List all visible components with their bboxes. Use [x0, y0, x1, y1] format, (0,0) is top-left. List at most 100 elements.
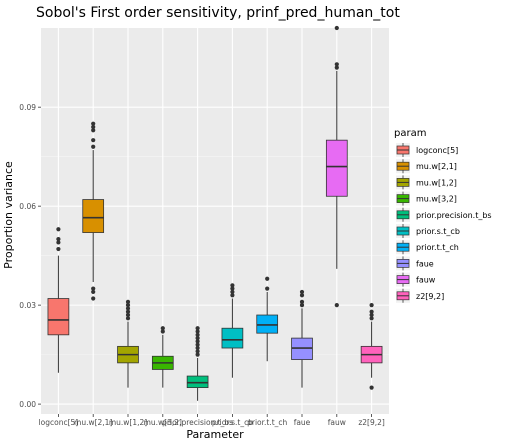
iqr-box	[256, 314, 279, 334]
x-tick-label: prior.precision.t_bs	[162, 418, 233, 427]
legend-label: prior.precision.t_bs	[416, 211, 492, 220]
legend-item: mu.w[3,2]	[396, 191, 457, 206]
box-10	[360, 303, 383, 390]
legend-label: prior.s.t_cb	[416, 227, 460, 236]
x-tick-label: fauw	[328, 418, 346, 427]
x-tick-label: mu.w[3,2]	[144, 418, 182, 427]
iqr-box	[221, 327, 244, 349]
iqr-box	[82, 199, 105, 233]
outlier-point	[195, 326, 200, 331]
legend-item: logconc[5]	[396, 143, 458, 157]
outlier-point	[195, 349, 200, 354]
outlier-point	[195, 345, 200, 351]
outlier-point	[195, 332, 200, 337]
legend-label: z2[9,2]	[416, 292, 444, 301]
outlier-point	[56, 227, 61, 232]
legend-label: mu.w[3,2]	[416, 195, 457, 204]
y-axis-title: Proportion variance	[2, 161, 15, 269]
legend-item: mu.w[2,1]	[396, 159, 457, 174]
outlier-point	[334, 65, 339, 70]
legend-label: fauw	[416, 276, 436, 285]
outlier-point	[91, 124, 96, 130]
box-9	[325, 25, 348, 308]
outlier-point	[265, 286, 270, 291]
iqr-box	[47, 298, 70, 336]
x-tick-label: prior.t.t_ch	[247, 418, 287, 427]
box-5	[186, 326, 209, 401]
legend: param logconc[5] mu.w[2,1] mu.w[1,2] mu.w[3…	[394, 128, 492, 303]
outlier-point	[195, 339, 200, 344]
outlier-point	[91, 121, 96, 126]
box-3	[117, 299, 139, 388]
outlier-point	[56, 237, 61, 242]
box-4	[151, 326, 174, 388]
box-6	[221, 283, 244, 378]
x-axis-title: Parameter	[186, 428, 244, 441]
outlier-point	[195, 342, 200, 347]
boxes-layer	[47, 25, 383, 401]
y-tick-label: 0.00	[19, 400, 36, 409]
outlier-point	[334, 25, 339, 31]
outlier-point	[230, 286, 235, 291]
y-tick-label: 0.09	[19, 103, 36, 112]
outlier-point	[91, 144, 96, 149]
legend-item: faue	[396, 256, 434, 271]
x-tick-label: mu.w[2,1]	[74, 418, 112, 427]
outlier-point	[91, 296, 96, 301]
outlier-point	[299, 299, 305, 304]
legend-title: param	[394, 128, 426, 139]
outlier-point	[125, 299, 131, 304]
outlier-point	[195, 329, 200, 334]
legend-label: faue	[416, 259, 434, 268]
legend-item: mu.w[1,2]	[396, 175, 457, 190]
outlier-point	[369, 309, 374, 314]
legend-label: logconc[5]	[416, 146, 458, 155]
box-7	[256, 276, 279, 362]
outlier-point	[160, 329, 165, 334]
outlier-point	[334, 303, 339, 308]
outlier-point	[299, 293, 305, 298]
outlier-point	[91, 128, 96, 133]
outlier-point	[91, 289, 96, 295]
outlier-point	[125, 303, 131, 308]
outlier-point	[230, 293, 235, 298]
box-2	[82, 121, 105, 301]
outlier-point	[125, 312, 131, 318]
outlier-point	[334, 62, 339, 67]
outlier-point	[299, 303, 305, 308]
legend-item: prior.precision.t_bs	[396, 207, 492, 222]
legend-label: mu.w[2,1]	[416, 162, 457, 171]
outlier-point	[230, 283, 235, 288]
legend-item: prior.s.t_cb	[396, 224, 460, 238]
x-tick-label: z2[9,2]	[358, 418, 385, 427]
x-tick-label: logconc[5]	[39, 418, 79, 427]
outlier-point	[230, 289, 235, 295]
x-tick-label: faue	[294, 418, 311, 427]
x-tick-label: mu.w[1,2]	[109, 418, 147, 427]
axes-layer: 0.000.030.060.09logconc[5]mu.w[2,1]mu.w[…	[19, 103, 385, 427]
legend-item: fauw	[396, 272, 436, 287]
legend-label: prior.t.t_ch	[416, 243, 459, 252]
outlier-point	[56, 246, 61, 252]
outlier-point	[195, 352, 200, 357]
outlier-point	[369, 303, 374, 308]
outlier-point	[125, 306, 131, 311]
x-tick-label: prior.s.t_cb	[212, 418, 253, 427]
outlier-point	[91, 138, 96, 143]
outlier-point	[369, 385, 374, 390]
iqr-box	[186, 375, 209, 389]
box-1	[47, 227, 70, 373]
y-tick-label: 0.06	[19, 202, 36, 211]
outlier-point	[265, 276, 270, 281]
iqr-box	[325, 139, 348, 197]
outlier-point	[299, 289, 305, 295]
outlier-point	[56, 240, 61, 245]
outlier-point	[195, 336, 200, 341]
outlier-point	[160, 326, 165, 331]
outlier-point	[369, 316, 374, 321]
box-8	[291, 289, 313, 388]
chart-title: Sobol's First order sensitivity, prinf_p…	[36, 5, 400, 21]
iqr-box	[291, 337, 313, 360]
outlier-point	[125, 316, 131, 321]
